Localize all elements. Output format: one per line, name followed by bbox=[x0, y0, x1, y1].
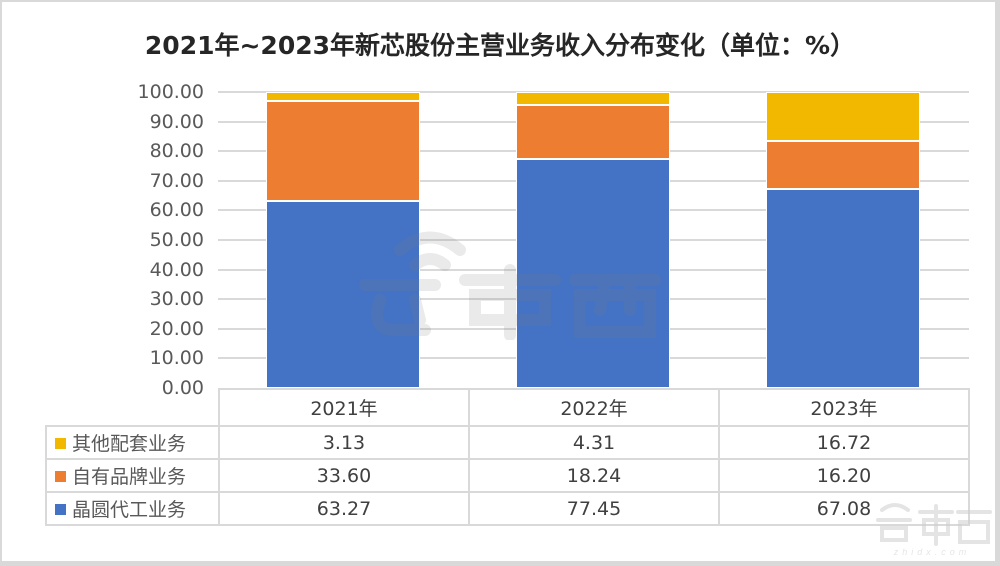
data-table: 2021年 2022年 2023年 其他配套业务 3.13 4.31 16.72… bbox=[45, 388, 970, 526]
bar-segment bbox=[516, 92, 670, 105]
chart-title: 2021年~2023年新芯股份主营业务收入分布变化（单位：%） bbox=[144, 31, 856, 60]
bar-segment bbox=[266, 101, 420, 201]
table-cell: 16.72 bbox=[718, 425, 970, 460]
y-tick-label: 30.00 bbox=[149, 288, 204, 311]
table-cell: 33.60 bbox=[218, 458, 470, 493]
legend-item-own-brand: 自有品牌业务 bbox=[45, 458, 220, 493]
table-cell: 4.31 bbox=[468, 425, 720, 460]
column-header-2021: 2021年 bbox=[218, 388, 470, 427]
table-row-own-brand: 自有品牌业务 33.60 18.24 16.20 bbox=[45, 458, 970, 493]
bar-segment bbox=[516, 158, 670, 388]
legend-item-other: 其他配套业务 bbox=[45, 425, 220, 460]
table-cell: 77.45 bbox=[468, 491, 720, 526]
table-cell: 16.20 bbox=[718, 458, 970, 493]
table-cell: 67.08 bbox=[718, 491, 970, 526]
legend-swatch-foundry-icon bbox=[55, 504, 66, 515]
legend-label-own-brand: 自有品牌业务 bbox=[72, 466, 187, 488]
table-cell: 63.27 bbox=[218, 491, 470, 526]
bar-segment bbox=[766, 92, 920, 142]
legend-swatch-own-brand-icon bbox=[55, 471, 66, 482]
y-tick-label: 10.00 bbox=[149, 347, 204, 370]
y-tick-label: 20.00 bbox=[149, 317, 204, 340]
legend-label-other: 其他配套业务 bbox=[72, 433, 187, 455]
y-tick-label: 70.00 bbox=[149, 169, 204, 192]
legend-item-foundry: 晶圆代工业务 bbox=[45, 491, 220, 526]
y-tick-label: 60.00 bbox=[149, 199, 204, 222]
y-tick-label: 100.00 bbox=[137, 81, 204, 103]
table-row-foundry: 晶圆代工业务 63.27 77.45 67.08 bbox=[45, 491, 970, 526]
table-cell: 3.13 bbox=[218, 425, 470, 460]
bar-segment bbox=[266, 200, 420, 388]
bar-segment bbox=[766, 189, 920, 388]
y-tick-label: 80.00 bbox=[149, 140, 204, 163]
column-header-2022: 2022年 bbox=[468, 388, 720, 427]
bar-segment bbox=[766, 141, 920, 190]
bar-segment bbox=[266, 92, 420, 102]
table-cell: 18.24 bbox=[468, 458, 720, 493]
column-header-2023: 2023年 bbox=[718, 388, 970, 427]
y-tick-label: 90.00 bbox=[149, 110, 204, 133]
legend-swatch-other-icon bbox=[55, 438, 66, 449]
y-tick-label: 0.00 bbox=[161, 377, 204, 399]
table-header-row: 2021年 2022年 2023年 bbox=[46, 388, 970, 427]
y-tick-label: 40.00 bbox=[149, 258, 204, 281]
table-corner bbox=[46, 389, 219, 426]
y-tick-label: 50.00 bbox=[149, 229, 204, 251]
table-row-other: 其他配套业务 3.13 4.31 16.72 bbox=[45, 425, 970, 460]
bar-segment bbox=[516, 104, 670, 159]
legend-label-foundry: 晶圆代工业务 bbox=[72, 499, 187, 521]
